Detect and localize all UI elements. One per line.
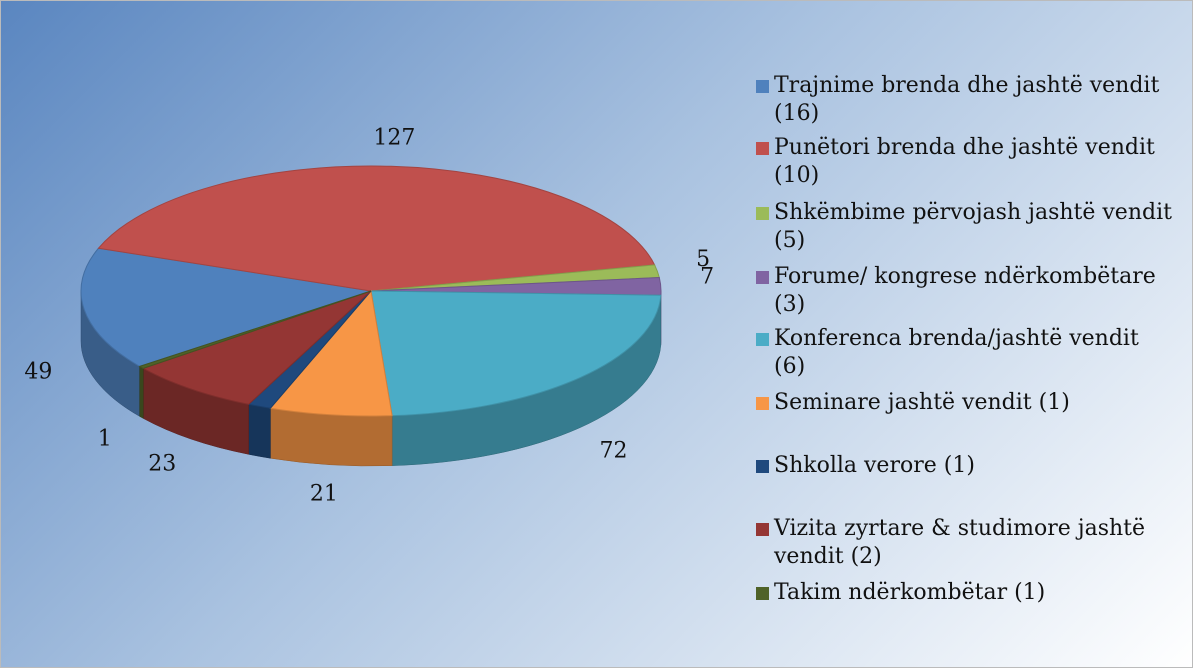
legend-swatch — [756, 80, 769, 93]
slice — [97, 165, 656, 292]
legend-swatch — [756, 207, 769, 220]
legend-swatch — [756, 587, 769, 600]
data-label: 23 — [148, 452, 176, 477]
legend-item: Shkolla verore (1) — [756, 452, 1174, 480]
legend-label: Seminare jashtë vendit (1) — [774, 390, 1070, 415]
legend-item: Seminare jashtë vendit (1) — [756, 389, 1174, 417]
data-label: 1 — [98, 427, 112, 452]
legend-label: Shkolla verore (1) — [774, 453, 975, 478]
legend-item: Forume/ kongrese ndërkombëtare (3) — [756, 263, 1174, 319]
slice-side — [270, 407, 393, 467]
legend-item: Vizita zyrtare & studimore jashtë vendit… — [756, 515, 1174, 571]
legend-label: Punëtori brenda dhe jashtë vendit (10) — [774, 135, 1155, 188]
data-label: 127 — [373, 125, 415, 150]
legend-item: Trajnime brenda dhe jashtë vendit (16) — [756, 72, 1174, 128]
legend-item: Shkëmbime përvojash jashtë vendit (5) — [756, 199, 1174, 255]
legend-swatch — [756, 142, 769, 155]
data-label: 21 — [310, 482, 338, 507]
legend-item: Konferenca brenda/jashtë vendit (6) — [756, 325, 1174, 381]
legend-swatch — [756, 271, 769, 284]
legend-swatch — [756, 523, 769, 536]
legend-label: Takim ndërkombëtar (1) — [774, 580, 1046, 605]
slice — [269, 289, 393, 417]
data-label: 49 — [24, 360, 52, 385]
data-label: 7 — [700, 265, 714, 290]
slice — [142, 290, 372, 405]
data-label: 72 — [599, 439, 627, 464]
legend-swatch — [756, 333, 769, 346]
legend-item: Takim ndërkombëtar (1) — [756, 579, 1174, 607]
legend-swatch — [756, 397, 769, 410]
legend-label: Forume/ kongrese ndërkombëtare (3) — [774, 264, 1156, 317]
slice — [80, 247, 372, 367]
slice — [138, 290, 372, 369]
legend-label: Konferenca brenda/jashtë vendit (6) — [774, 326, 1139, 379]
slice-side — [139, 365, 144, 419]
slice — [370, 290, 662, 417]
slice-side — [248, 404, 271, 459]
legend-item: Punëtori brenda dhe jashtë vendit (10) — [756, 134, 1174, 190]
legend-label: Shkëmbime përvojash jashtë vendit (5) — [774, 200, 1172, 253]
data-label: 5 — [696, 247, 710, 272]
legend-swatch — [756, 460, 769, 473]
legend-label: Vizita zyrtare & studimore jashtë vendit… — [774, 516, 1146, 569]
legend-label: Trajnime brenda dhe jashtë vendit (16) — [774, 73, 1160, 126]
